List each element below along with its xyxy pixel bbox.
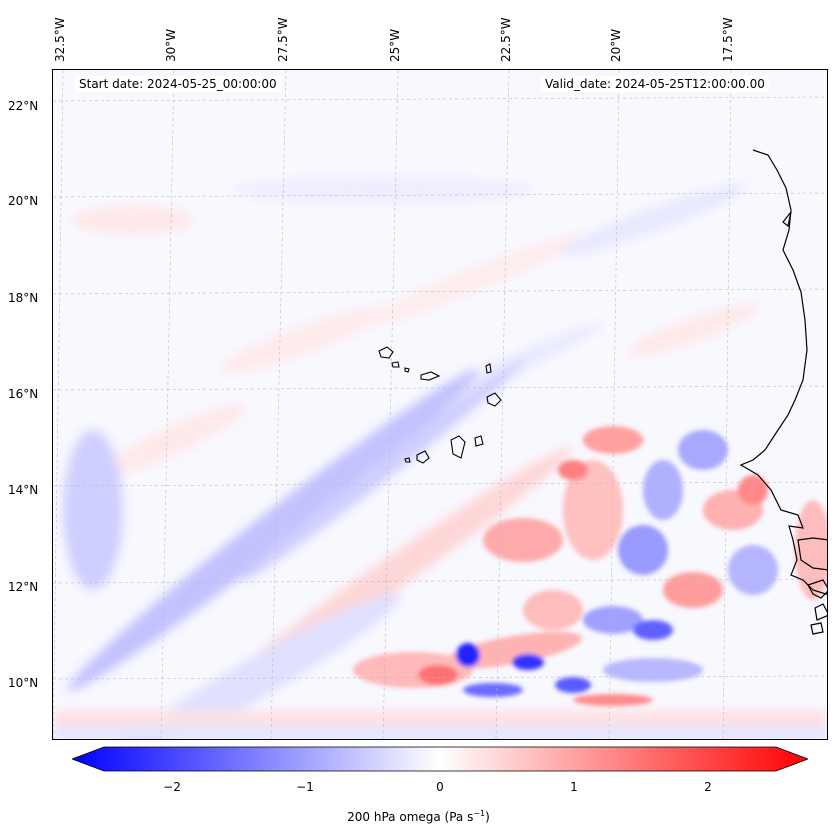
lat-label-18n: 18°N bbox=[8, 291, 39, 305]
lat-label-14n: 14°N bbox=[8, 483, 39, 497]
colorbar bbox=[70, 746, 810, 772]
lon-label-27-5w: 27.5°W bbox=[276, 17, 290, 62]
lon-label-17-5w: 17.5°W bbox=[721, 17, 735, 62]
coastline bbox=[739, 149, 827, 635]
lon-label-30w: 30°W bbox=[164, 28, 178, 62]
lat-label-22n: 22°N bbox=[8, 99, 39, 113]
lon-label-25w: 25°W bbox=[388, 28, 402, 62]
lat-label-16n: 16°N bbox=[8, 387, 39, 401]
colorbar-tick-neg1: −1 bbox=[296, 780, 314, 794]
omega-field bbox=[53, 70, 827, 739]
cape-verde-islands bbox=[378, 346, 502, 464]
colorbar-tick-1: 1 bbox=[570, 780, 578, 794]
colorbar-tick-2: 2 bbox=[704, 780, 712, 794]
start-date-label: Start date: 2024-05-25_00:00:00 bbox=[75, 76, 281, 92]
map-panel bbox=[52, 69, 828, 740]
valid-date-label: Valid_date: 2024-05-25T12:00:00.00 bbox=[541, 76, 769, 92]
colorbar-label: 200 hPa omega (Pa s−1) bbox=[347, 809, 490, 824]
lat-label-12n: 12°N bbox=[8, 580, 39, 594]
lon-label-32-5w: 32.5°W bbox=[53, 17, 67, 62]
lon-label-20w: 20°W bbox=[609, 28, 623, 62]
lat-label-10n: 10°N bbox=[8, 676, 39, 690]
lon-label-22-5w: 22.5°W bbox=[499, 17, 513, 62]
lat-label-20n: 20°N bbox=[8, 194, 39, 208]
colorbar-tick-neg2: −2 bbox=[163, 780, 181, 794]
colorbar-gradient bbox=[70, 746, 810, 772]
graticule bbox=[53, 70, 827, 739]
omega-field-map bbox=[53, 70, 827, 739]
colorbar-tick-0: 0 bbox=[436, 780, 444, 794]
